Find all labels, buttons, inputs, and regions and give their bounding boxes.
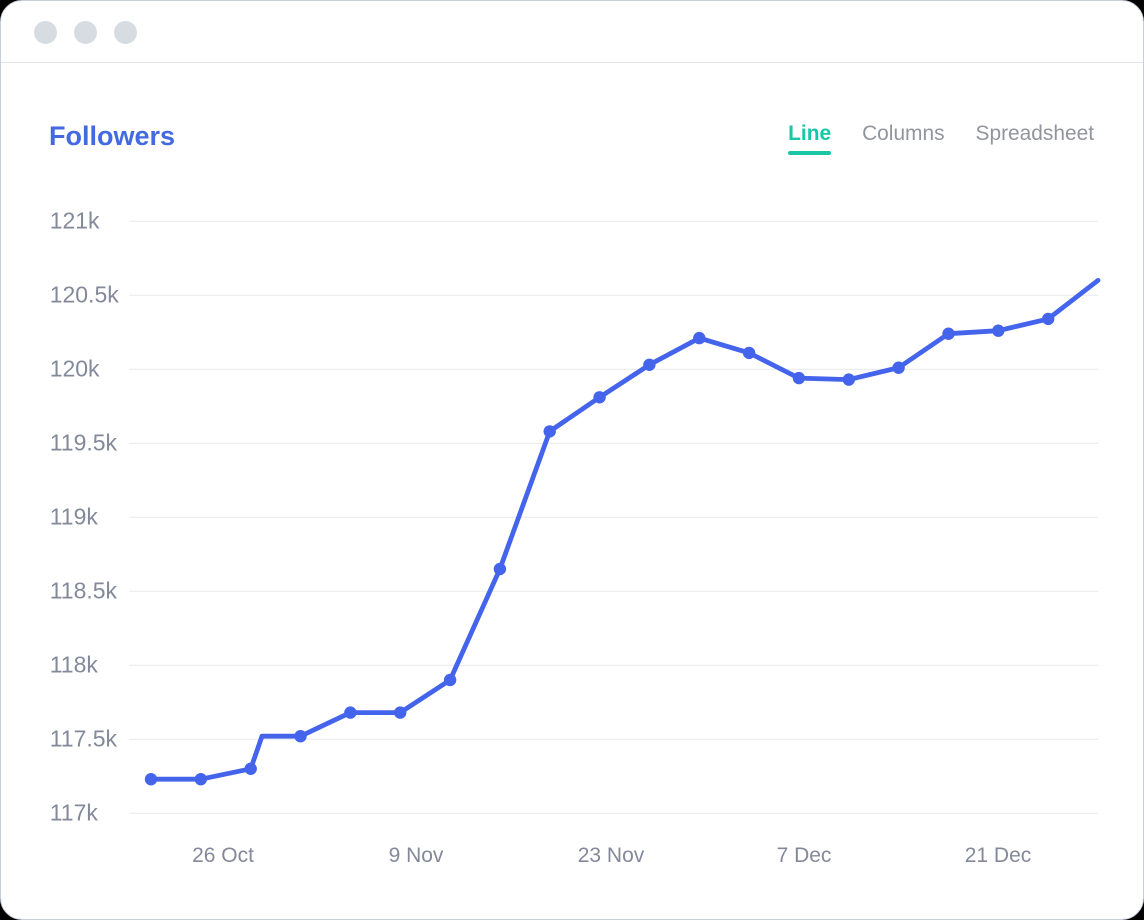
svg-text:121k: 121k (50, 208, 100, 234)
svg-text:26 Oct: 26 Oct (192, 844, 254, 867)
svg-text:119k: 119k (50, 504, 99, 530)
svg-text:7 Dec: 7 Dec (777, 844, 832, 867)
svg-text:21 Dec: 21 Dec (965, 844, 1032, 867)
svg-text:118k: 118k (50, 652, 99, 678)
svg-text:120.5k: 120.5k (50, 282, 120, 308)
svg-text:117k: 117k (50, 800, 99, 826)
svg-text:119.5k: 119.5k (50, 430, 118, 456)
svg-text:9 Nov: 9 Nov (389, 844, 444, 867)
svg-text:118.5k: 118.5k (50, 578, 118, 604)
svg-text:120k: 120k (50, 356, 100, 382)
svg-text:23 Nov: 23 Nov (578, 844, 645, 867)
svg-text:117.5k: 117.5k (50, 726, 118, 752)
